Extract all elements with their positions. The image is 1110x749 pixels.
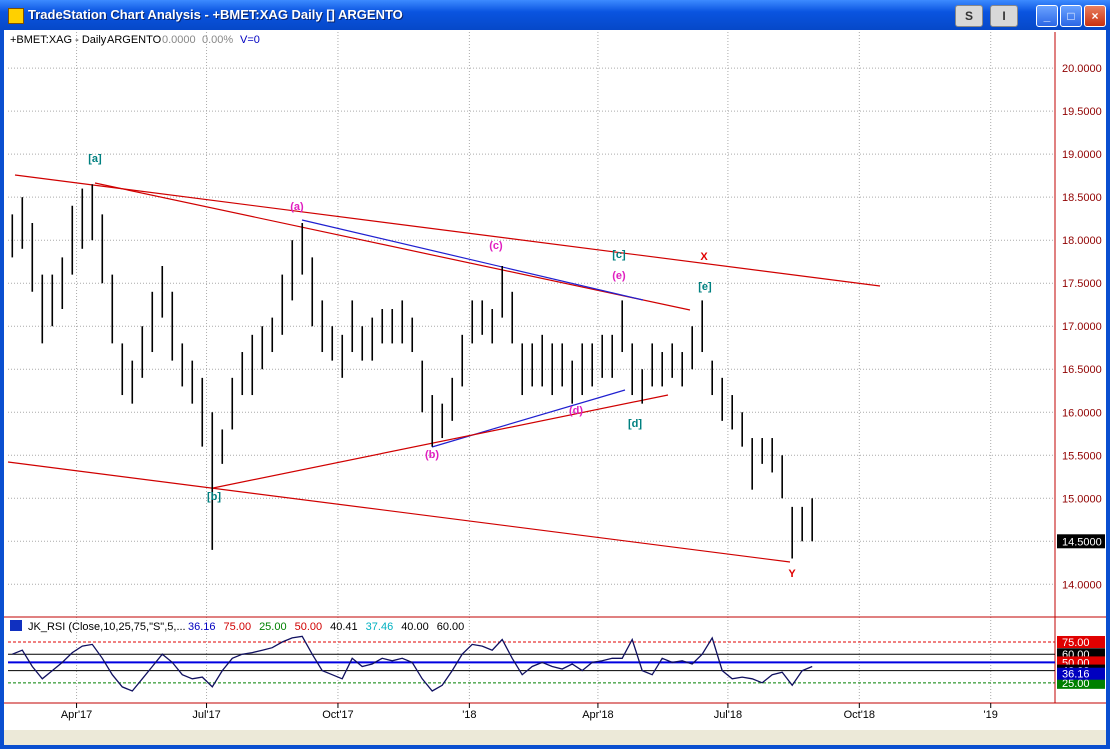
y-tick-label: 15.5000: [1062, 450, 1102, 462]
wave-label: (b): [425, 449, 439, 461]
price-bars: 14.5000: [11, 184, 1105, 559]
wave-label: (d): [569, 405, 583, 417]
x-tick-label: Jul'17: [192, 709, 220, 721]
trendline: [431, 389, 626, 448]
rsi-line: [12, 635, 813, 692]
app-icon: [8, 8, 24, 24]
current-box: [1057, 667, 1105, 680]
insert-button[interactable]: I: [990, 5, 1018, 27]
x-tick-label: Oct'18: [844, 709, 875, 721]
y-tick-label: 16.5000: [1062, 364, 1102, 376]
trendline: [212, 394, 669, 489]
volume: V=0: [240, 34, 260, 46]
chart-window-body: [4, 30, 1106, 745]
indicator-reading: 40.41: [330, 621, 358, 633]
header: +BMET:XAG - Daily ARGENTO 0.0000 0.00% V…: [10, 34, 260, 46]
description: ARGENTO: [107, 34, 162, 46]
trendline: [14, 174, 881, 287]
wave-label: X: [700, 251, 708, 263]
y-tick-label: 17.5000: [1062, 278, 1102, 290]
wave-label: (c): [489, 240, 503, 252]
indicator-reading: 37.46: [366, 621, 394, 633]
trendline: [7, 461, 791, 563]
wave-label: [a]: [88, 153, 102, 165]
style-button[interactable]: S: [955, 5, 983, 27]
indicator-reading: 75.00: [224, 621, 252, 633]
trendline: [94, 182, 691, 311]
indicator-title: JK_RSI (Close,10,25,75,"S",5,...: [28, 621, 186, 633]
window-title: TradeStation Chart Analysis - +BMET:XAG …: [28, 7, 403, 22]
change: 0.00%: [202, 34, 233, 46]
last: 0.0000: [162, 34, 196, 46]
y-tick-label: 15.0000: [1062, 493, 1102, 505]
status-strip: [4, 730, 1106, 745]
y-tick-label: 17.0000: [1062, 321, 1102, 333]
indicator-icon: [10, 620, 22, 631]
close-button[interactable]: ×: [1084, 5, 1106, 27]
wave-labels: [a] (a) (c) [c] X (e) [e] (d) [d] (b) [b…: [88, 153, 796, 580]
y-tick-label: 19.0000: [1062, 149, 1102, 161]
indicator-reading: 36.16: [188, 621, 216, 633]
wave-label: [b]: [207, 491, 221, 503]
symbol: +BMET:XAG - Daily: [10, 34, 107, 46]
indicator-reading: 60.00: [437, 621, 465, 633]
y-tick-label: 19.5000: [1062, 106, 1102, 118]
current-label: 36.16: [1062, 669, 1090, 681]
x-tick-label: '18: [462, 709, 476, 721]
indicator-readings: 36.16 75.00 25.00 50.00 40.41 37.46 40.00 60.00: [188, 621, 464, 633]
level-box: [1057, 676, 1105, 689]
grid: 14.0000 14.5000 15.0000 15.5000 16.0000 16.50…: [8, 32, 1102, 700]
indicator-reading: 25.00: [259, 621, 287, 633]
maximize-button[interactable]: □: [1060, 5, 1082, 27]
title-bar: TradeStation Chart Analysis - +BMET:XAG …: [0, 0, 1110, 30]
last-price-box: [1057, 534, 1105, 549]
y-tick-label: 18.0000: [1062, 235, 1102, 247]
x-tick-label: Apr'17: [61, 709, 92, 721]
minimize-button[interactable]: _: [1036, 5, 1058, 27]
y-tick-label: 18.5000: [1062, 192, 1102, 204]
x-tick-label: Jul'18: [714, 709, 742, 721]
wave-label: [d]: [628, 418, 642, 430]
level-label: 25.00: [1062, 678, 1090, 690]
x-tick-label: '19: [984, 709, 998, 721]
wave-label: [c]: [612, 249, 626, 261]
x-tick-label: Oct'17: [322, 709, 353, 721]
level-label: 75.00: [1062, 637, 1090, 649]
level-box: [1057, 635, 1105, 648]
y-tick-label: 16.0000: [1062, 407, 1102, 419]
wave-label: (a): [290, 201, 304, 213]
trendline: [301, 219, 644, 301]
y-tick-label: 14.0000: [1062, 579, 1102, 591]
indicator-reading: 40.00: [401, 621, 429, 633]
last-price-label: 14.5000: [1062, 536, 1102, 548]
gap: [4, 30, 1106, 32]
x-tick-label: Apr'18: [582, 709, 613, 721]
y-tick-label: 20.0000: [1062, 63, 1102, 75]
wave-label: (e): [612, 270, 626, 282]
trendlines: [7, 174, 881, 563]
wave-label: Y: [788, 568, 796, 580]
wave-label: [e]: [698, 281, 712, 293]
indicator-reading: 50.00: [295, 621, 323, 633]
x-axis: Apr'17 Jul'17 Oct'17 '18 Apr'18 Jul'18 Oct'18 '…: [61, 703, 998, 721]
